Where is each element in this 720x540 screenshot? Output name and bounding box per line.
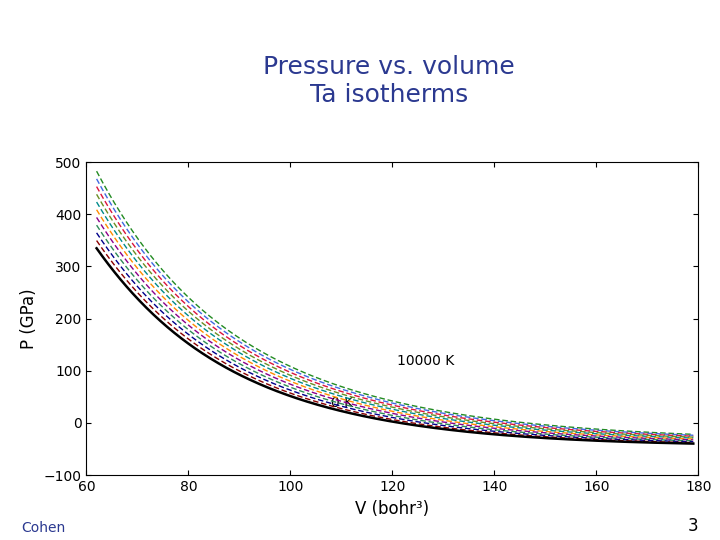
Text: Pressure vs. volume
Ta isotherms: Pressure vs. volume Ta isotherms [263, 55, 515, 107]
Y-axis label: P (GPa): P (GPa) [20, 288, 38, 349]
X-axis label: V (bohr³): V (bohr³) [356, 500, 429, 518]
Text: 3: 3 [688, 517, 698, 535]
Text: Cohen: Cohen [22, 521, 66, 535]
Text: 10000 K: 10000 K [397, 354, 455, 368]
Text: 0 K: 0 K [331, 396, 354, 410]
